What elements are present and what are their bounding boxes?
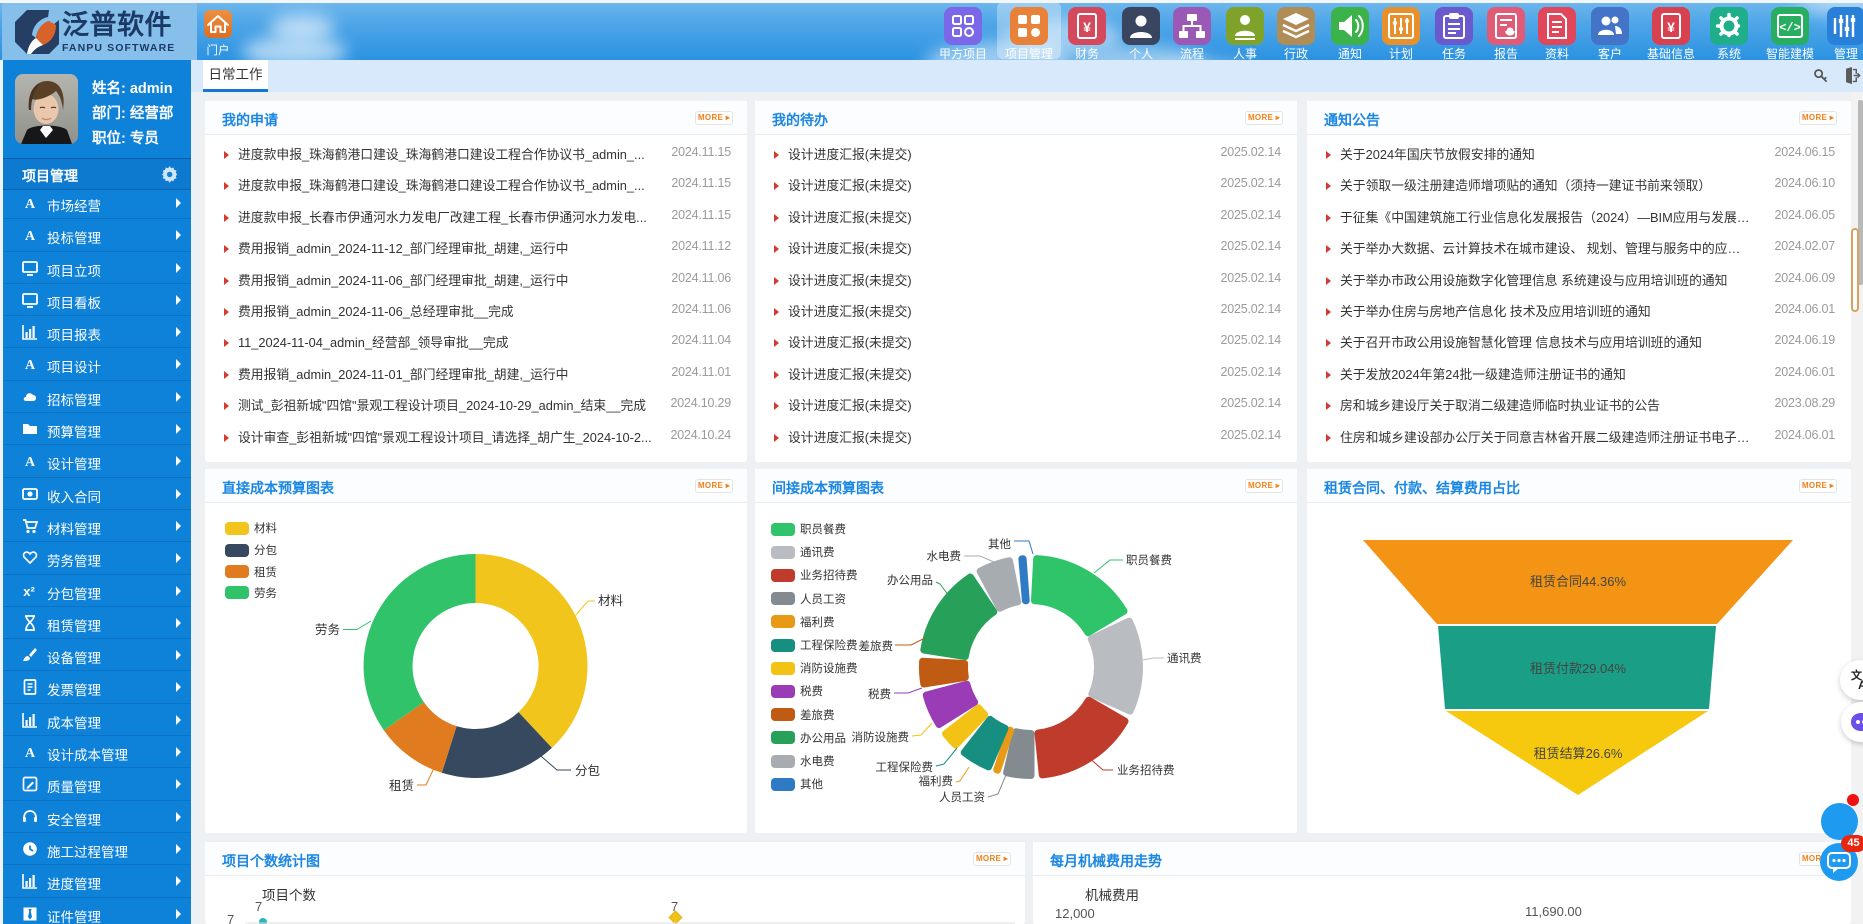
svg-text:租赁合同44.36%: 租赁合同44.36% [1530,574,1627,589]
svg-text:A: A [1858,678,1863,692]
svg-text:A: A [25,358,36,372]
svg-text:文: 文 [1851,668,1863,682]
svg-text:办公用品: 办公用品 [887,573,933,587]
svg-text:租赁付款29.04%: 租赁付款29.04% [1530,661,1627,676]
svg-text:A: A [25,197,36,211]
svg-text:</>: </> [1779,21,1801,35]
svg-text:消防设施费: 消防设施费 [852,730,910,744]
svg-text:¥: ¥ [1083,19,1091,35]
svg-text:A: A [25,455,36,469]
svg-text:工程保险费: 工程保险费 [876,760,934,774]
svg-text:水电费: 水电费 [927,550,962,563]
svg-text:租赁结算26.6%: 租赁结算26.6% [1534,746,1623,761]
svg-text:x²: x² [23,584,35,599]
svg-text:分包: 分包 [575,764,600,778]
svg-text:A: A [25,746,36,760]
svg-text:劳务: 劳务 [315,622,340,637]
svg-text:通讯费: 通讯费 [1167,652,1202,665]
svg-text:职员餐费: 职员餐费 [1126,553,1172,567]
svg-text:材料: 材料 [598,594,624,608]
svg-text:人员工资: 人员工资 [939,791,985,804]
svg-text:税费: 税费 [868,687,891,701]
svg-text:差旅费: 差旅费 [859,639,894,653]
svg-text:¥: ¥ [1667,19,1675,35]
svg-text:租赁: 租赁 [389,779,414,793]
svg-text:业务招待费: 业务招待费 [1117,763,1175,777]
svg-text:A: A [25,229,36,243]
svg-text:福利费: 福利费 [919,774,954,788]
svg-text:其他: 其他 [988,538,1011,551]
